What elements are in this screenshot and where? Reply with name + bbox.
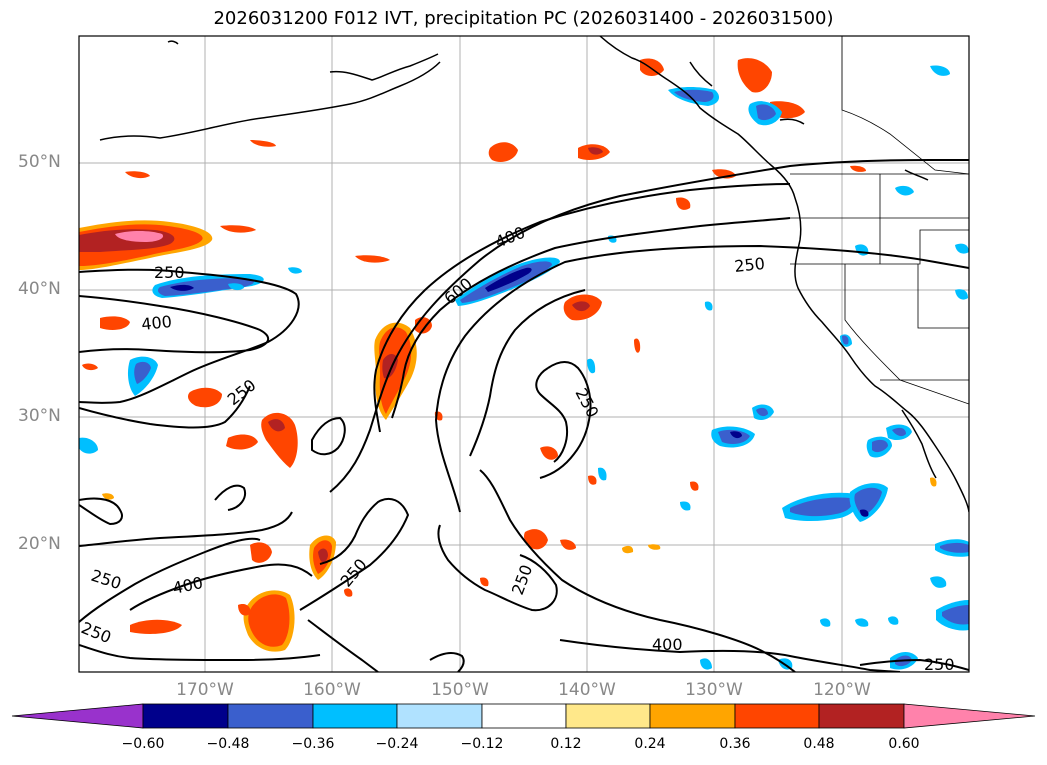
colorbar: [11, 703, 1036, 729]
ivt-contour-line: [79, 385, 251, 429]
ivt-contour-label: 250: [154, 263, 185, 282]
ivt-contour-line: [429, 652, 465, 672]
ivt-contour-line: [79, 497, 123, 526]
ivt-contour-line: [79, 537, 261, 623]
colorbar-tick: −0.24: [375, 736, 419, 752]
ivt-contour-line: [859, 658, 969, 671]
map-title: 2026031200 F012 IVT, precipitation PC (2…: [213, 8, 834, 29]
ivt-contour-label: 400: [140, 312, 172, 334]
ivt-contour-line: [214, 484, 246, 511]
lat-label-20n: 20°N: [18, 534, 61, 554]
lon-label-130w: 130°W: [685, 680, 743, 700]
ivt-contour-line: [329, 159, 969, 493]
ivt-contour-line: [391, 217, 791, 419]
ivt-contour-line: [437, 524, 558, 612]
lon-label-120w: 120°W: [813, 680, 871, 700]
colorbar-tick: 0.24: [634, 736, 666, 752]
ivt-contour-label: 250: [924, 655, 955, 674]
lat-label-30n: 30°N: [18, 406, 61, 426]
colorbar-tick: −0.60: [121, 736, 165, 752]
ivt-contour-line: [79, 511, 293, 547]
lat-label-50n: 50°N: [18, 152, 61, 172]
ivt-contours: [79, 159, 969, 672]
ivt-contour-line: [307, 619, 379, 672]
coastlines: [99, 36, 969, 513]
colorbar-tick: 0.12: [550, 736, 582, 752]
gridlines: [79, 36, 969, 672]
ivt-contour-line: [311, 416, 346, 456]
colorbar-tick: 0.48: [803, 736, 835, 752]
lon-label-160w: 160°W: [303, 680, 361, 700]
ivt-contour-line: [129, 563, 313, 611]
lon-label-140w: 140°W: [558, 680, 616, 700]
ivt-contour-line: [373, 183, 791, 433]
ivt-contour-label: 400: [652, 635, 683, 654]
ivt-contour-label: 250: [733, 254, 765, 276]
ivt-contour-line: [79, 268, 300, 404]
colorbar-tick: −0.12: [460, 736, 504, 752]
ivt-contour-line: [299, 497, 410, 611]
lon-label-150w: 150°W: [431, 680, 489, 700]
ivt-contour-line: [79, 644, 321, 662]
ivt-contour-line: [434, 244, 969, 513]
ivt-contour-line: [469, 289, 586, 457]
lon-label-170w: 170°W: [176, 680, 234, 700]
lat-label-40n: 40°N: [18, 279, 61, 299]
ivt-contour-line: [79, 295, 270, 354]
ivt-contour-line: [539, 361, 592, 479]
map-frame: [78, 35, 970, 673]
colorbar-tick: −0.36: [291, 736, 335, 752]
colorbar-tick: −0.48: [206, 736, 250, 752]
ivt-contour-line: [559, 639, 901, 672]
ivt-contour-line: [535, 367, 568, 463]
political-boundaries: [790, 36, 969, 405]
precip-negative-anomaly: [79, 65, 969, 670]
colorbar-tick: 0.36: [719, 736, 751, 752]
precip-positive-anomaly: [79, 58, 937, 652]
colorbar-tick: 0.60: [888, 736, 920, 752]
ivt-contour-line: [479, 469, 796, 672]
map-plot-area: [79, 36, 969, 672]
